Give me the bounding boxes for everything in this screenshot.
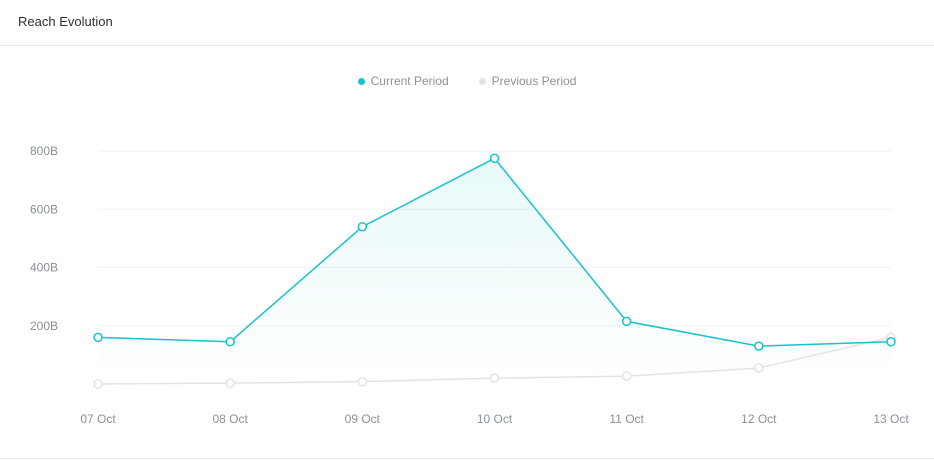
x-tick-label: 13 Oct — [873, 412, 909, 426]
current-period-point — [93, 332, 103, 343]
y-tick-label: 400B — [30, 261, 58, 275]
panel-bottom-divider — [0, 458, 934, 459]
point-layer — [93, 153, 896, 389]
previous-period-dot-icon — [478, 77, 486, 85]
panel-title: Reach Evolution — [18, 14, 113, 29]
legend-item-previous-period[interactable]: Previous Period — [478, 73, 577, 89]
current-period-dot-icon — [357, 77, 365, 85]
current-period-point — [754, 341, 764, 351]
previous-period-point — [93, 379, 103, 389]
y-tick-label: 200B — [30, 319, 58, 333]
x-tick-label: 07 Oct — [80, 412, 116, 426]
current-period-area — [98, 158, 891, 384]
legend-label-previous-period: Previous Period — [491, 74, 577, 88]
current-period-point — [489, 153, 500, 164]
legend-item-current-period[interactable]: Current Period — [357, 73, 449, 89]
x-tick-label: 12 Oct — [741, 412, 777, 426]
previous-period-point — [754, 363, 764, 373]
x-tick-label: 09 Oct — [345, 412, 381, 426]
area-layer — [98, 158, 891, 384]
previous-period-point — [357, 376, 368, 387]
y-tick-label: 600B — [30, 202, 58, 216]
current-period-point — [886, 337, 896, 347]
x-tick-label: 08 Oct — [212, 412, 248, 426]
previous-period-point — [489, 373, 500, 383]
panel-header: Reach Evolution — [0, 0, 934, 46]
chart-legend: Current Period Previous Period — [0, 73, 934, 89]
legend-label-current-period: Current Period — [370, 74, 449, 88]
previous-period-point — [225, 378, 235, 388]
x-tick-label: 10 Oct — [477, 412, 513, 426]
axis-layer: 200B 400B 600B 800B 07 Oct 08 Oct 09 Oct 10 Oct… — [30, 144, 909, 426]
previous-period-point — [621, 371, 632, 381]
current-period-point — [225, 337, 235, 347]
y-tick-label: 800B — [30, 144, 58, 158]
current-period-point — [357, 221, 368, 232]
current-period-point — [621, 316, 632, 327]
x-tick-label: 11 Oct — [609, 412, 644, 426]
